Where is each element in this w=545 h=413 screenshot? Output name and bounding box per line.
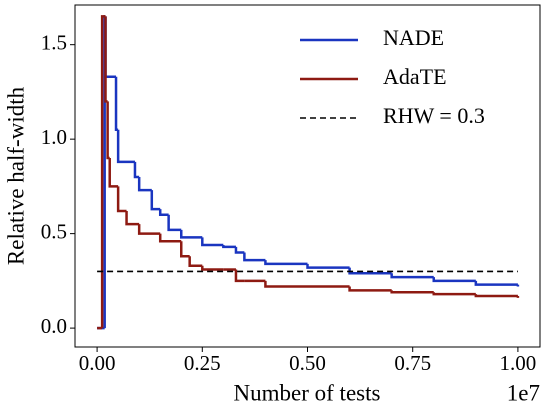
series-line-step [158,233,182,243]
x-axis-label: Number of tests [234,380,381,405]
series-line-step [390,273,434,279]
y-tick-label: 0.0 [41,314,67,338]
series-line-step [116,129,135,164]
series-line-step [116,186,127,213]
series-line-step [150,190,161,211]
series-line-step [474,294,518,298]
x-offset-label: 1e7 [507,380,540,405]
series-line-step [104,16,108,103]
series-line-step [306,263,350,269]
series-line-step [222,244,236,249]
series-line-step [125,210,140,226]
series-line-step [348,286,392,292]
series-line-step [106,101,110,160]
series-line-step [108,158,119,188]
series-line-step [188,256,203,268]
series-line-step [167,214,182,232]
plot-frame [74,4,541,348]
y-tick-label: 1.0 [41,125,67,149]
x-tick-label: 0.75 [394,351,431,375]
series-line-step [348,267,392,275]
series-line-step [201,265,224,271]
series-line-step [432,277,476,283]
legend-label: RHW = 0.3 [383,103,485,128]
series-line-step [180,229,203,239]
series-line-step [234,269,245,283]
series-line-step [474,280,518,286]
y-tick-label: 1.5 [41,30,67,54]
series-line-step [264,260,308,266]
series-line-step [104,16,117,79]
y-tick-label: 0.5 [41,219,67,243]
series-line-step [114,76,119,131]
legend-label: AdaTE [383,64,447,89]
series-line-step [432,292,476,296]
x-tick-label: 0.25 [184,351,221,375]
x-tick-label: 1.00 [500,351,537,375]
series-line-step [137,224,161,235]
series-line-step [158,209,169,216]
y-axis-label: Relative half-width [3,86,28,265]
x-tick-label: 0.00 [79,351,116,375]
legend-label: NADE [383,25,444,50]
x-tick-label: 0.50 [289,351,326,375]
series-line-step [100,15,106,329]
series-line-step [133,161,140,179]
series-line-step [390,290,434,294]
series-line-step [264,280,308,288]
series-line-step [137,176,152,192]
series-line-step [243,252,266,262]
series-line-step [234,246,245,254]
series-line-step [180,241,190,258]
series-line-step [201,237,224,247]
